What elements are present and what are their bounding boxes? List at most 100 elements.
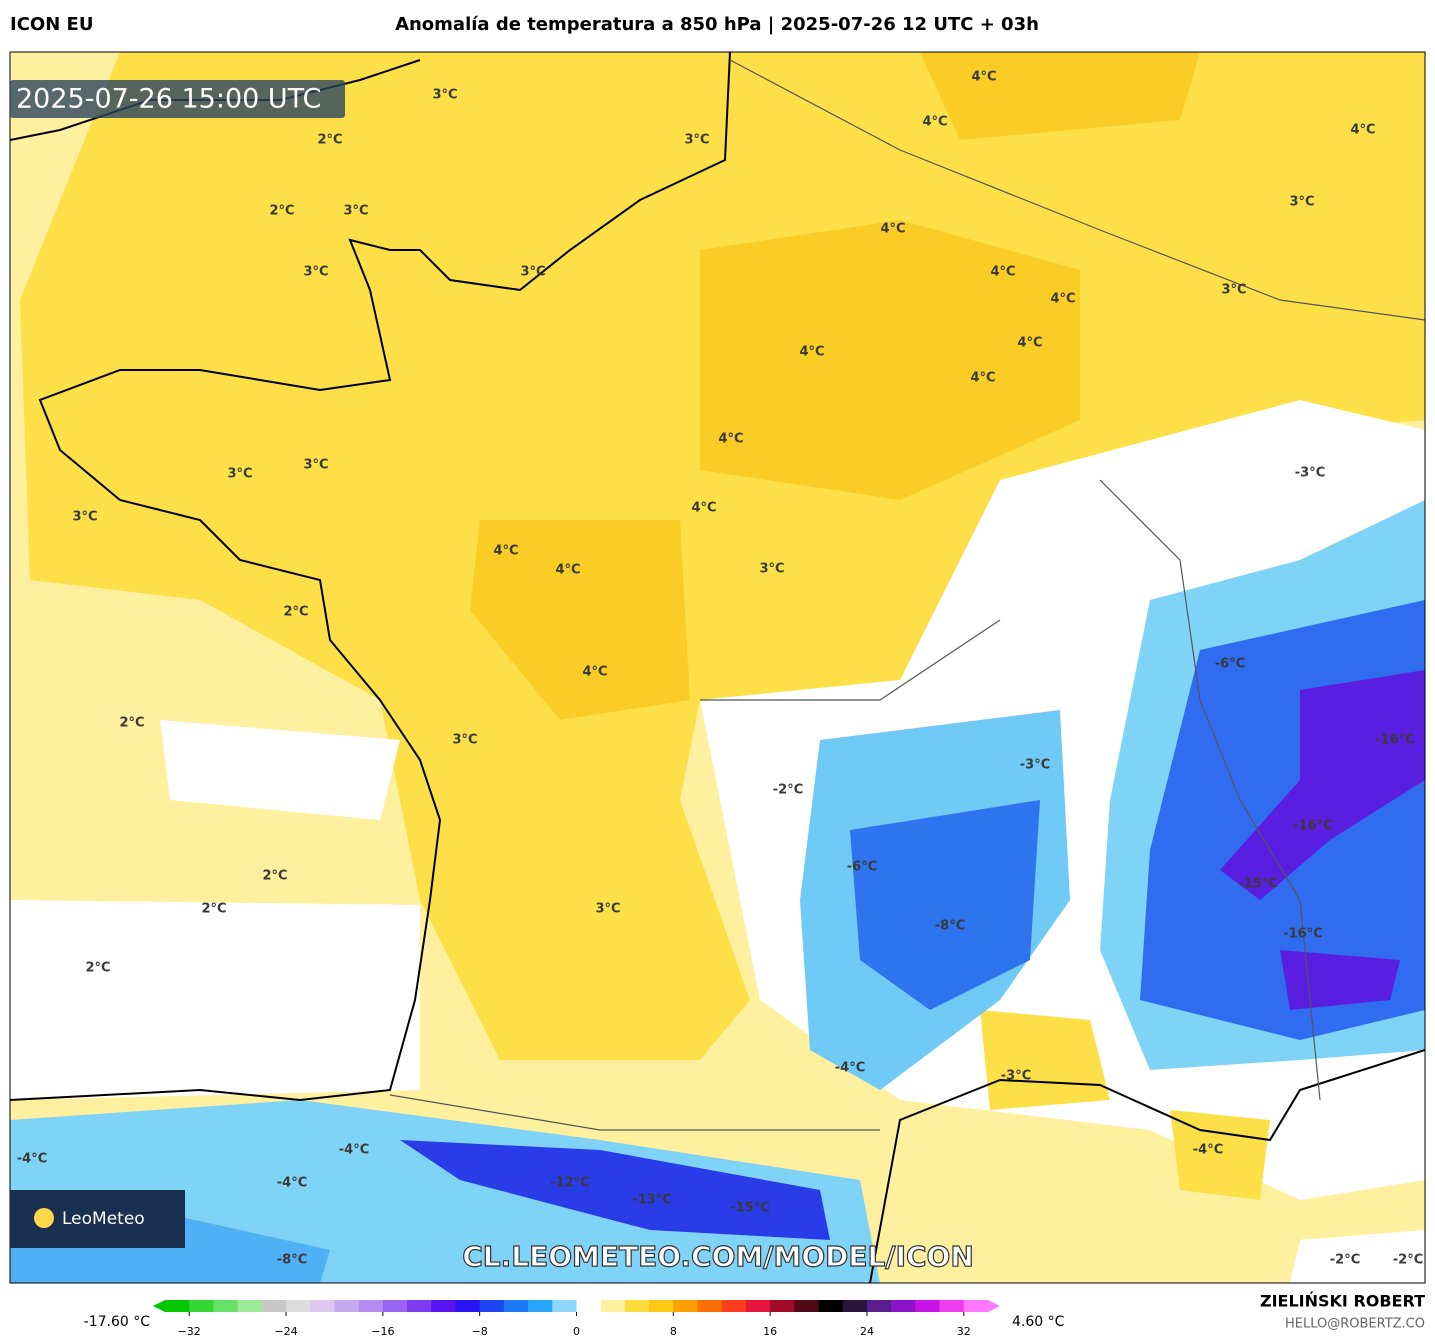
map-title: Anomalía de temperatura a 850 hPa | 2025… (395, 14, 1039, 35)
colorbar-swatch (358, 1300, 384, 1312)
contour-label: -3°C (1295, 466, 1325, 481)
contour-label: 3°C (1289, 195, 1314, 210)
colorbar-arrow (153, 1300, 165, 1312)
neutral-area (10, 720, 420, 1100)
contour-label: 3°C (452, 733, 477, 748)
colorbar-swatch (915, 1300, 941, 1312)
contour-label: 4°C (799, 345, 824, 360)
colorbar-arrow (988, 1300, 1000, 1312)
contour-label: -2°C (1393, 1253, 1423, 1268)
contour-label: 2°C (201, 902, 226, 917)
contour-label: -4°C (1193, 1143, 1223, 1158)
logo-sun (34, 1208, 54, 1228)
colorbar-swatch (576, 1300, 602, 1312)
contour-label: -4°C (835, 1061, 865, 1076)
colorbar-swatch (213, 1300, 239, 1312)
contour-label: 3°C (684, 133, 709, 148)
colorbar-swatch (624, 1300, 650, 1312)
warmer-area (470, 52, 1200, 720)
contour-label: 4°C (582, 665, 607, 680)
colorbar-swatch (431, 1300, 456, 1312)
colorbar-swatch (334, 1300, 360, 1312)
colorbar-tick-label: −24 (274, 1325, 297, 1338)
colorbar-swatch (866, 1300, 892, 1312)
timestamp: 2025-07-26 15:00 UTC (16, 84, 321, 115)
colorbar-tick-label: 0 (573, 1325, 580, 1338)
contour-label: 4°C (718, 432, 743, 447)
logo-text: LeoMeteo (62, 1209, 145, 1229)
colorbar-min-label: -17.60 °C (84, 1314, 151, 1330)
contour-label: -15°C (1238, 877, 1278, 892)
watermark: CL.LEOMETEO.COM/MODEL/ICON (462, 1240, 974, 1273)
contour-labels: 3°C 2°C 3°C 4°C 4°C 4°C 2°C 3°C 3°C 4°C 3°C 3°C 4°C 4… (17, 70, 1423, 1268)
contour-label: -15°C (730, 1201, 770, 1216)
contour-label: 2°C (269, 204, 294, 219)
contour-label: 2°C (283, 605, 308, 620)
contour-label: 2°C (119, 716, 144, 731)
colorbar-swatch (237, 1300, 263, 1312)
colorbar-swatch (963, 1300, 989, 1312)
colorbar-swatch (818, 1300, 844, 1312)
colorbar-swatch (552, 1300, 577, 1312)
contour-label: 4°C (1017, 336, 1042, 351)
contour-label: 3°C (1221, 283, 1246, 298)
colorbar-tick-label: −8 (472, 1325, 488, 1338)
contour-label: 2°C (317, 133, 342, 148)
warm-area (980, 1010, 1270, 1200)
colorbar-swatch (286, 1300, 311, 1312)
contour-label: -3°C (1020, 758, 1050, 773)
colorbar-swatch (407, 1300, 432, 1312)
contour-label: 2°C (262, 869, 287, 884)
colorbar-swatch (745, 1300, 771, 1312)
contour-label: 3°C (303, 458, 328, 473)
contour-label: -16°C (1293, 819, 1333, 834)
contour-label: 4°C (555, 563, 580, 578)
contour-label: 2°C (85, 961, 110, 976)
map: 3°C 2°C 3°C 4°C 4°C 4°C 2°C 3°C 3°C 4°C 3°C 3°C 4°C 4… (9, 51, 1426, 1284)
contour-label: 4°C (971, 70, 996, 85)
border (389, 59, 1425, 1131)
field (10, 52, 1425, 1283)
contour-label: -3°C (1001, 1069, 1031, 1084)
colorbar-tick-label: 24 (860, 1325, 874, 1338)
colorbar-swatch (891, 1300, 916, 1312)
colorbar-swatch (842, 1300, 868, 1312)
contour-label: 3°C (520, 265, 545, 280)
coastline (869, 1049, 1425, 1283)
colorbar-swatch (189, 1300, 214, 1312)
contour-label: -6°C (1215, 657, 1245, 672)
contour-label: 3°C (72, 510, 97, 525)
colder-area (400, 1140, 830, 1240)
contour-label: 3°C (303, 265, 328, 280)
contour-label: 4°C (880, 222, 905, 237)
colorbar-swatch (455, 1300, 481, 1312)
contour-label: -2°C (773, 783, 803, 798)
contour-label: 4°C (970, 371, 995, 386)
colorbar-swatch (721, 1300, 747, 1312)
colorbar-swatch (939, 1300, 965, 1312)
contour-label: -4°C (277, 1176, 307, 1191)
contour-label: 3°C (343, 204, 368, 219)
colorbar: -17.60 °C 4.60 °C −32 −24 −16 −8 0 8 16 24 32 (84, 1300, 1065, 1338)
contour-label: -12°C (550, 1176, 590, 1191)
colorbar-swatch (528, 1300, 553, 1312)
email: HELLO@ROBERTZ.CO (1285, 1317, 1425, 1332)
contour-label: 4°C (1350, 123, 1375, 138)
map-frame (9, 51, 1426, 1284)
contour-label: 3°C (595, 902, 620, 917)
model-name: ICON EU (10, 14, 93, 35)
colorbar-swatch (697, 1300, 723, 1312)
contour-label: 3°C (227, 467, 252, 482)
contour-label: 4°C (1050, 292, 1075, 307)
colorbar-tick-label: −32 (178, 1325, 201, 1338)
contour-label: 4°C (691, 501, 716, 516)
colorbar-swatch (770, 1300, 795, 1312)
contour-label: 4°C (990, 265, 1015, 280)
contour-label: -13°C (632, 1193, 672, 1208)
colorbar-swatch (382, 1300, 408, 1312)
colorbar-tick-label: −16 (371, 1325, 394, 1338)
contour-label: 4°C (493, 544, 518, 559)
contour-label: -8°C (277, 1253, 307, 1268)
contour-label: -4°C (339, 1143, 369, 1158)
